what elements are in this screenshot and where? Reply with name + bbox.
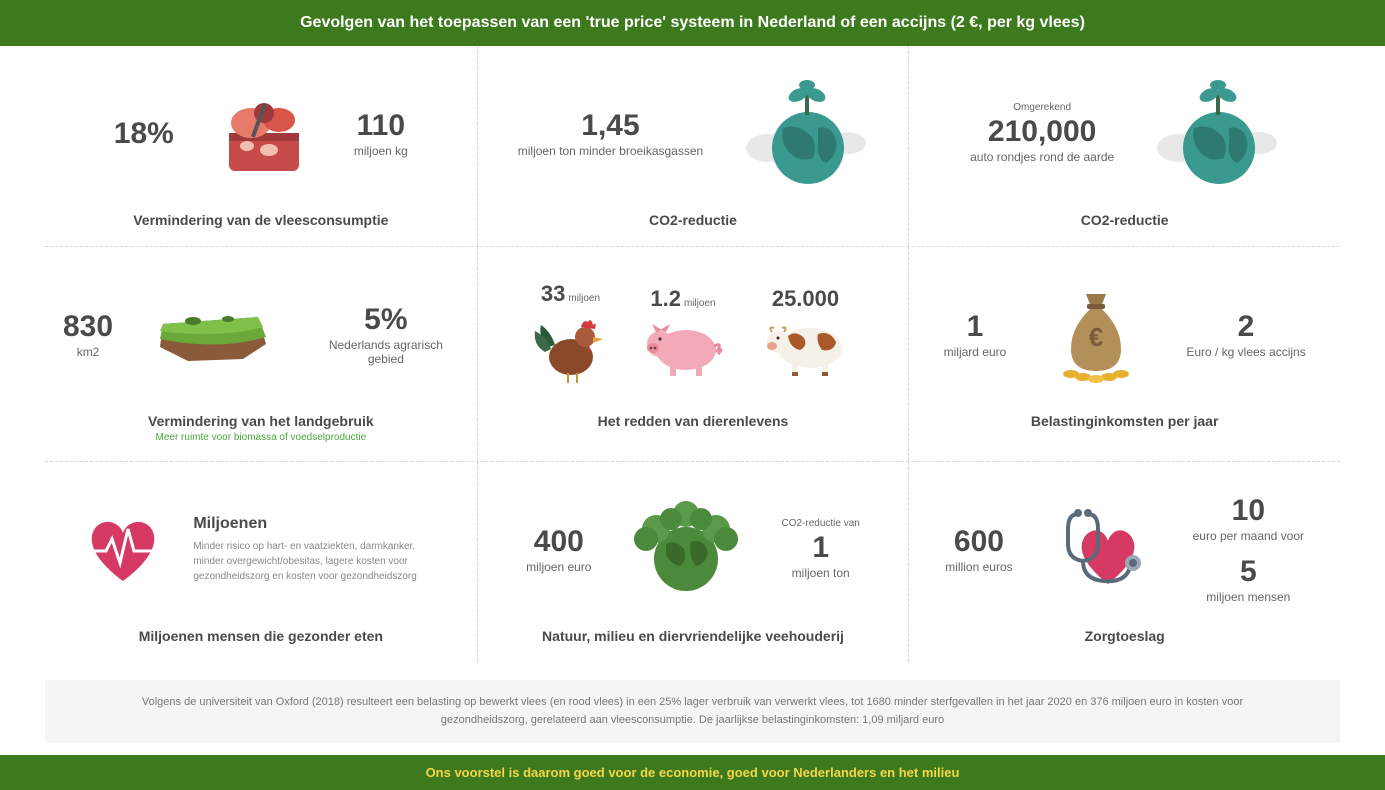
health-caption: Miljoenen mensen die gezonder eten: [139, 628, 383, 644]
animal-cow: 25.000: [758, 286, 853, 382]
co2-1-caption: CO2-reductie: [649, 212, 737, 228]
cell-tax: 1 miljard euro € 2 Euro / kg vle: [908, 247, 1340, 461]
svg-text:€: €: [1089, 322, 1103, 352]
co2-1-left: 1,45 miljoen ton minder broeikasgassen: [518, 109, 703, 158]
header-bar: Gevolgen van het toepassen van een 'true…: [0, 0, 1385, 46]
row-3: Miljoenen Minder risico op hart- en vaat…: [0, 462, 1385, 662]
land-icon: [148, 289, 278, 379]
care-left: 600 million euros: [945, 525, 1012, 574]
row-2: 830 km2 5% Nederlands agrarisch gebied V…: [0, 247, 1385, 461]
cow-icon: [758, 312, 853, 382]
land-right: 5% Nederlands agrarisch gebied: [313, 303, 459, 366]
meat-right: 110 miljoen kg: [354, 109, 408, 158]
co2-2-right: Omgerekend 210,000 auto rondjes rond de …: [970, 102, 1114, 164]
tax-right: 2 Euro / kg vlees accijns: [1186, 310, 1305, 359]
earth-sprout-icon: [738, 73, 868, 193]
footnote: Volgens de universiteit van Oxford (2018…: [45, 680, 1340, 743]
animal-pig: 1.2miljoen: [638, 286, 728, 382]
nature-caption: Natuur, milieu en diervriendelijke veeho…: [542, 628, 844, 644]
land-left: 830 km2: [63, 310, 113, 359]
nature-left: 400 miljoen euro: [526, 525, 591, 574]
nature-right: CO2-reductie van 1 miljoen ton: [781, 518, 859, 580]
tax-left: 1 miljard euro: [944, 310, 1007, 359]
pig-icon: [638, 312, 728, 382]
meat-left: 18%: [114, 117, 174, 150]
co2-2-caption: CO2-reductie: [1081, 212, 1169, 228]
cell-land: 830 km2 5% Nederlands agrarisch gebied V…: [45, 247, 477, 461]
heart-pulse-icon: [78, 509, 168, 589]
care-right-stack: 10 euro per maand voor 5 miljoen mensen: [1193, 494, 1304, 604]
row-1: 18% 110 miljoen kg Vermindering va: [0, 46, 1385, 246]
cell-animals: 33miljoen 1.2miljoen: [477, 247, 909, 461]
cell-meat: 18% 110 miljoen kg Vermindering va: [45, 46, 477, 246]
earth-sprout-icon: [1149, 73, 1279, 193]
land-subcaption: Meer ruimte voor biomassa of voedselprod…: [156, 432, 367, 443]
tax-caption: Belastinginkomsten per jaar: [1031, 413, 1219, 429]
meat-caption: Vermindering van de vleesconsumptie: [133, 212, 388, 228]
footer-bar: Ons voorstel is daarom goed voor de econ…: [0, 755, 1385, 790]
footer-text: Ons voorstel is daarom goed voor de econ…: [426, 765, 960, 780]
money-bag-icon: €: [1041, 279, 1151, 389]
rooster-icon: [533, 307, 608, 387]
care-caption: Zorgtoeslag: [1085, 628, 1165, 644]
land-caption: Vermindering van het landgebruik: [148, 413, 374, 429]
cell-nature: 400 miljoen euro CO2-reducti: [477, 462, 909, 662]
cell-co2-1: 1,45 miljoen ton minder broeikasgassen C…: [477, 46, 909, 246]
stethoscope-heart-icon: [1048, 499, 1158, 599]
header-title: Gevolgen van het toepassen van een 'true…: [300, 14, 1085, 31]
meat-basket-icon: [209, 88, 319, 178]
cell-co2-2: Omgerekend 210,000 auto rondjes rond de …: [908, 46, 1340, 246]
cell-health: Miljoenen Minder risico op hart- en vaat…: [45, 462, 477, 662]
green-earth-icon: [626, 494, 746, 604]
animal-rooster: 33miljoen: [533, 281, 608, 387]
cell-care: 600 million euros 10 euro per maand voor: [908, 462, 1340, 662]
animals-caption: Het redden van dierenlevens: [598, 413, 789, 429]
health-text: Miljoenen Minder risico op hart- en vaat…: [193, 515, 443, 584]
